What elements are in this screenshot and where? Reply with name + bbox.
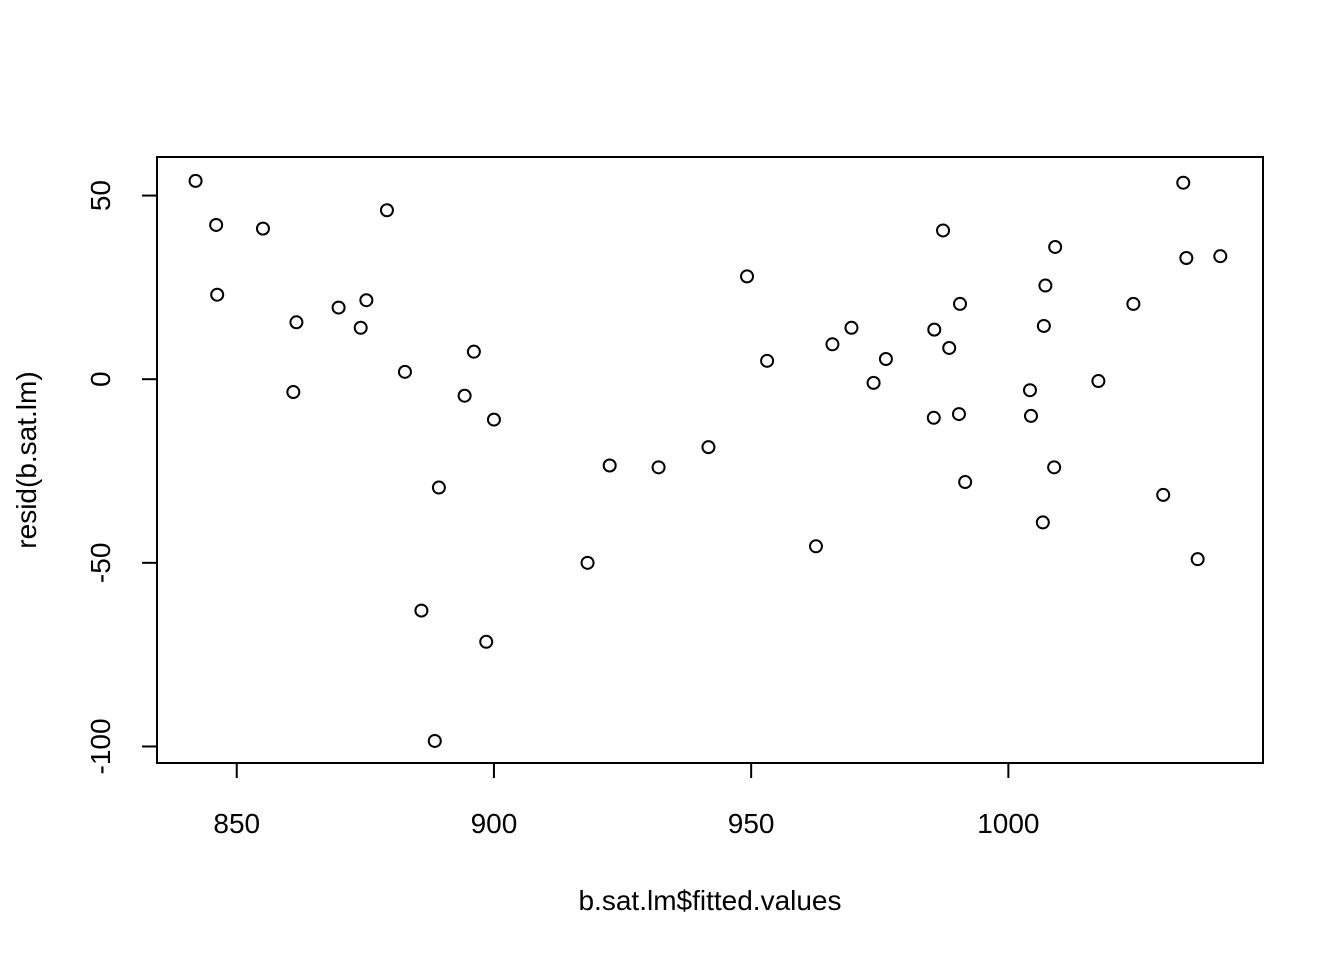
data-point [1035, 515, 1050, 530]
data-point [397, 364, 412, 379]
data-point [1047, 460, 1062, 475]
data-point [210, 287, 225, 302]
data-point [353, 320, 368, 335]
data-point [414, 603, 429, 618]
data-point [289, 315, 304, 330]
data-point [953, 296, 968, 311]
data-point [1213, 249, 1228, 264]
data-point [927, 322, 942, 337]
y-tick-label: 0 [85, 371, 116, 387]
data-point [936, 223, 951, 238]
data-point [866, 375, 881, 390]
data-point [740, 269, 755, 284]
data-point [188, 173, 203, 188]
data-point [844, 320, 859, 335]
data-point [379, 203, 394, 218]
data-point [1048, 239, 1063, 254]
data-point [878, 352, 893, 366]
plot-frame [156, 156, 1264, 764]
y-tick-label: -50 [85, 543, 116, 583]
y-axis-label: resid(b.sat.lm) [11, 371, 42, 548]
data-point [479, 634, 494, 649]
x-axis: 850 900 950 1000 [213, 762, 1040, 839]
data-point [1091, 374, 1106, 389]
data-point [808, 539, 823, 554]
x-tick-label: 1000 [977, 808, 1039, 839]
x-tick-label: 900 [471, 808, 518, 839]
data-point [359, 293, 374, 308]
data-point [958, 475, 973, 490]
data-point [701, 440, 716, 455]
data-point [331, 300, 346, 315]
x-axis-label: b.sat.lm$fitted.values [578, 885, 841, 916]
y-tick-label: 50 [85, 180, 116, 211]
data-point [431, 480, 446, 495]
data-point [580, 555, 595, 570]
data-point [651, 460, 666, 475]
data-point [255, 221, 270, 236]
x-tick-label: 950 [728, 808, 775, 839]
data-point [1038, 278, 1053, 293]
data-point [1022, 383, 1037, 398]
data-point [1176, 175, 1191, 190]
data-point [466, 344, 481, 359]
data-point [951, 407, 966, 422]
data-point [602, 458, 617, 473]
y-axis: -100 -50 0 50 [85, 180, 158, 774]
data-point [760, 353, 775, 368]
x-tick-label: 850 [213, 808, 260, 839]
data-point [486, 412, 501, 427]
data-point [286, 385, 301, 400]
data-point [1023, 408, 1038, 423]
data-point [209, 217, 224, 232]
data-point [1036, 318, 1051, 333]
data-point [942, 340, 957, 355]
data-point [1190, 552, 1205, 567]
data-point [457, 388, 472, 403]
data-points [188, 173, 1228, 748]
data-point [427, 733, 442, 748]
data-point [926, 410, 941, 425]
data-point [1126, 296, 1141, 311]
data-point [825, 337, 840, 352]
data-point [1156, 487, 1171, 502]
data-point [1179, 251, 1194, 265]
y-tick-label: -100 [85, 718, 116, 774]
